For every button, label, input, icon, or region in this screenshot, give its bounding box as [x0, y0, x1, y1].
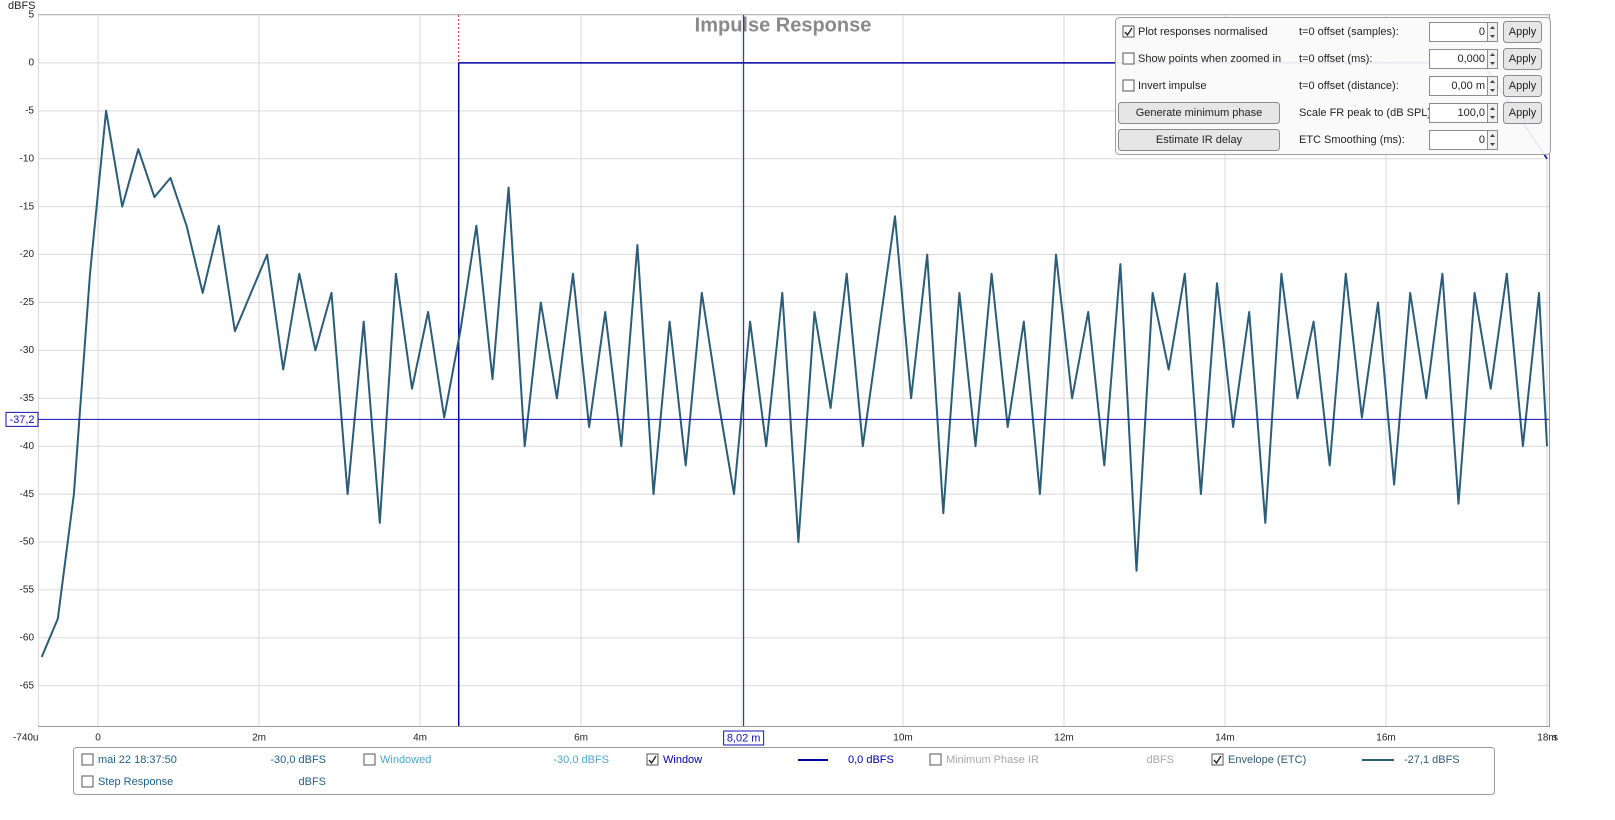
spinner[interactable]	[1487, 76, 1498, 96]
apply-label: Apply	[1509, 26, 1537, 38]
x-axis-unit: s	[1553, 733, 1558, 744]
cursor-x-box	[723, 730, 765, 746]
spinner-arrows	[1490, 53, 1495, 65]
apply-button[interactable]	[1503, 102, 1542, 124]
x-tick-label: 4m	[413, 733, 427, 744]
checkbox-label: Invert impulse	[1138, 80, 1206, 92]
checkbox[interactable]	[1122, 25, 1135, 38]
field-value: 0,00 m	[1451, 80, 1485, 92]
legend-panel	[73, 747, 1495, 795]
field-value: 100,0	[1457, 107, 1485, 119]
button-label: Estimate IR delay	[1156, 134, 1243, 146]
y-tick-label: -45	[20, 489, 35, 500]
button-label: Generate minimum phase	[1136, 107, 1263, 119]
field-label: t=0 offset (ms):	[1299, 53, 1372, 65]
spinner[interactable]	[1487, 49, 1498, 69]
y-tick-label: -10	[20, 153, 35, 164]
apply-button[interactable]	[1503, 48, 1542, 70]
checkbox-label: Plot responses normalised	[1138, 26, 1268, 38]
y-axis-label: dBFS	[8, 0, 36, 12]
series-line	[40, 109, 1548, 658]
legend-checkbox[interactable]	[646, 753, 659, 766]
field-value: 0	[1479, 134, 1485, 146]
field-value: 0	[1479, 26, 1485, 38]
spinner-arrows	[1490, 26, 1495, 38]
y-tick-label: -50	[20, 537, 35, 548]
spinner-arrows	[1490, 80, 1495, 92]
y-tick-label: -30	[20, 345, 35, 356]
legend-readout: -30,0 dBFS	[270, 754, 326, 766]
legend-name: Window	[663, 754, 702, 766]
apply-label: Apply	[1509, 80, 1537, 92]
apply-label: Apply	[1509, 107, 1537, 119]
spinner-arrows	[1490, 134, 1495, 146]
x-tick-label: 12m	[1054, 733, 1073, 744]
cursor-y-box	[5, 411, 39, 427]
field-label: t=0 offset (samples):	[1299, 26, 1399, 38]
x-tick-label: 10m	[893, 733, 912, 744]
x-tick-label: 14m	[1215, 733, 1234, 744]
spinner-arrows	[1490, 107, 1495, 119]
legend-readout: 0,0 dBFS	[848, 754, 894, 766]
apply-button[interactable]	[1503, 21, 1542, 43]
legend-checkbox-check	[1213, 755, 1222, 765]
legend-checkbox-check	[648, 755, 657, 765]
field-value: 0,000	[1457, 53, 1485, 65]
x-tick-label: -740u	[13, 733, 39, 744]
legend-name: Minimum Phase IR	[946, 754, 1039, 766]
y-tick-label: -25	[20, 297, 35, 308]
field-label: t=0 offset (distance):	[1299, 80, 1399, 92]
legend-checkbox[interactable]	[929, 753, 942, 766]
y-tick-label: -65	[20, 680, 35, 691]
button[interactable]	[1118, 102, 1280, 124]
legend-checkbox[interactable]	[81, 775, 94, 788]
y-tick-label: -5	[25, 105, 34, 116]
y-tick-label: -20	[20, 249, 35, 260]
legend-readout: -27,1 dBFS	[1404, 754, 1460, 766]
spinner[interactable]	[1487, 103, 1498, 123]
x-tick-label: 2m	[252, 733, 266, 744]
x-tick-label: 0	[95, 733, 101, 744]
legend-name: Step Response	[98, 776, 173, 788]
y-tick-label: 5	[28, 10, 34, 21]
legend-readout: dBFS	[298, 776, 326, 788]
apply-label: Apply	[1509, 53, 1537, 65]
button[interactable]	[1118, 129, 1280, 151]
legend-readout: -30,0 dBFS	[553, 754, 609, 766]
x-tick-label: 18m	[1537, 733, 1556, 744]
y-tick-label: -40	[20, 441, 35, 452]
apply-button[interactable]	[1503, 75, 1542, 97]
spinner[interactable]	[1487, 130, 1498, 150]
x-tick-label: 6m	[574, 733, 588, 744]
y-tick-label: 0	[28, 58, 34, 69]
cursor-y-label: -37,2	[9, 414, 34, 426]
checkbox[interactable]	[1122, 52, 1135, 65]
cursor-x-label: 8,02 m	[727, 732, 761, 744]
field-label: ETC Smoothing (ms):	[1299, 134, 1405, 146]
y-tick-label: -60	[20, 632, 35, 643]
legend-name: Windowed	[380, 754, 431, 766]
legend-checkbox[interactable]	[1211, 753, 1224, 766]
legend-readout: dBFS	[1146, 754, 1174, 766]
x-tick-label: 16m	[1376, 733, 1395, 744]
spinner[interactable]	[1487, 22, 1498, 42]
legend-checkbox[interactable]	[363, 753, 376, 766]
checkbox-label: Show points when zoomed in	[1138, 53, 1281, 65]
checkbox[interactable]	[1122, 79, 1135, 92]
y-tick-label: -55	[20, 585, 35, 596]
checkbox-check	[1124, 27, 1133, 37]
legend-checkbox[interactable]	[81, 753, 94, 766]
legend-name: Envelope (ETC)	[1228, 754, 1306, 766]
field-label: Scale FR peak to (dB SPL):	[1299, 107, 1434, 119]
chart-title: Impulse Response	[695, 14, 872, 36]
y-tick-label: -35	[20, 393, 35, 404]
legend-name: mai 22 18:37:50	[98, 754, 177, 766]
y-tick-label: -15	[20, 201, 35, 212]
